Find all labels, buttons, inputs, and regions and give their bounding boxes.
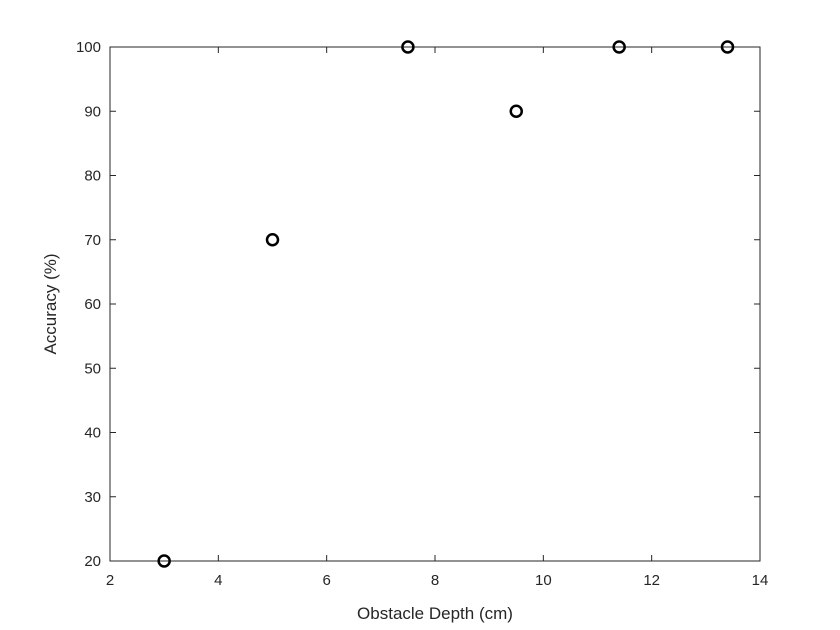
x-tick-label: 2 bbox=[106, 572, 114, 589]
plot-background bbox=[110, 47, 760, 561]
x-tick-label: 10 bbox=[535, 572, 552, 589]
x-tick-label: 12 bbox=[643, 572, 660, 589]
y-tick-label: 70 bbox=[84, 232, 101, 249]
y-tick-label: 60 bbox=[84, 296, 101, 313]
x-tick-label: 6 bbox=[322, 572, 330, 589]
x-tick-labels: 2 4 6 8 10 12 14 bbox=[106, 572, 769, 589]
y-tick-label: 40 bbox=[84, 425, 101, 442]
y-tick-labels: 20 30 40 50 60 70 80 90 100 bbox=[76, 39, 101, 570]
x-tick-label: 4 bbox=[214, 572, 222, 589]
x-axis-title: Obstacle Depth (cm) bbox=[357, 604, 513, 623]
y-axis-title: Accuracy (%) bbox=[41, 253, 60, 354]
data-points bbox=[157, 40, 735, 568]
x-tick-label: 8 bbox=[431, 572, 439, 589]
y-tick-label: 20 bbox=[84, 553, 101, 570]
y-tick-label: 100 bbox=[76, 39, 101, 56]
y-tick-label: 30 bbox=[84, 489, 101, 506]
data-point bbox=[401, 40, 415, 54]
data-point bbox=[157, 554, 171, 568]
y-tick-label: 50 bbox=[84, 360, 101, 377]
plot-frame bbox=[109, 46, 761, 562]
y-tick-label: 90 bbox=[84, 103, 101, 120]
data-point bbox=[265, 233, 280, 247]
data-point bbox=[509, 104, 523, 118]
data-point bbox=[720, 40, 735, 54]
y-tick-label: 80 bbox=[84, 168, 101, 185]
data-point bbox=[612, 40, 626, 54]
x-tick-label: 14 bbox=[752, 572, 769, 589]
